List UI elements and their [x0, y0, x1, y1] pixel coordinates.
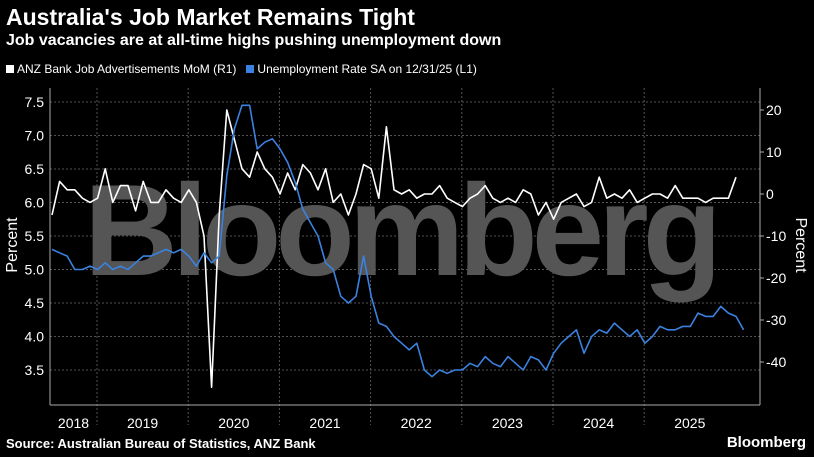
right-tick-label: -20	[766, 270, 786, 286]
x-tick-label: 2021	[309, 415, 340, 431]
left-axis-label: Percent	[4, 217, 21, 273]
x-tick-label: 2019	[127, 415, 158, 431]
right-tick-label: -40	[766, 354, 786, 370]
left-tick-label: 6.0	[25, 195, 45, 211]
bloomberg-logo: Bloomberg	[726, 434, 806, 451]
x-tick-label: 2024	[583, 415, 614, 431]
left-tick-label: 5.5	[25, 228, 45, 244]
chart-subtitle: Job vacancies are at all-time highs push…	[6, 32, 502, 49]
left-tick-label: 7.0	[25, 128, 45, 144]
series-line-job-ads	[51, 109, 737, 389]
series-line-unemployment	[51, 104, 745, 378]
right-tick-label: 0	[766, 186, 774, 202]
right-axis-label: Percent	[792, 217, 809, 273]
left-tick-label: 4.0	[25, 329, 45, 345]
legend-label: Unemployment Rate SA on 12/31/25 (L1)	[257, 62, 477, 76]
legend-swatch-blue	[246, 65, 255, 73]
right-tick-label: -30	[766, 312, 786, 328]
watermark: Bloomberg	[84, 157, 716, 303]
left-tick-label: 7.5	[25, 94, 45, 110]
x-tick-label: 2020	[218, 415, 249, 431]
x-tick-label: 2022	[401, 415, 432, 431]
left-tick-label: 4.5	[25, 295, 45, 311]
legend-item-job-ads: ANZ Bank Job Advertisements MoM (R1)	[6, 62, 236, 76]
left-tick-label: 5.0	[25, 262, 45, 278]
chart-title: Australia's Job Market Remains Tight	[6, 4, 415, 30]
legend-item-unemployment: Unemployment Rate SA on 12/31/25 (L1)	[246, 62, 477, 76]
left-tick-label: 6.5	[25, 161, 45, 177]
legend: ANZ Bank Job Advertisements MoM (R1) Une…	[6, 62, 477, 76]
right-tick-label: 10	[766, 144, 782, 160]
legend-label: ANZ Bank Job Advertisements MoM (R1)	[17, 62, 237, 76]
x-tick-label: 2023	[492, 415, 523, 431]
x-tick-label: 2025	[674, 415, 705, 431]
legend-swatch-white	[6, 65, 14, 73]
source-note: Source: Australian Bureau of Statistics,…	[6, 436, 316, 451]
right-tick-label: 20	[766, 102, 782, 118]
left-tick-label: 3.5	[25, 362, 45, 378]
x-tick-label: 2018	[58, 415, 89, 431]
right-tick-label: -10	[766, 228, 786, 244]
